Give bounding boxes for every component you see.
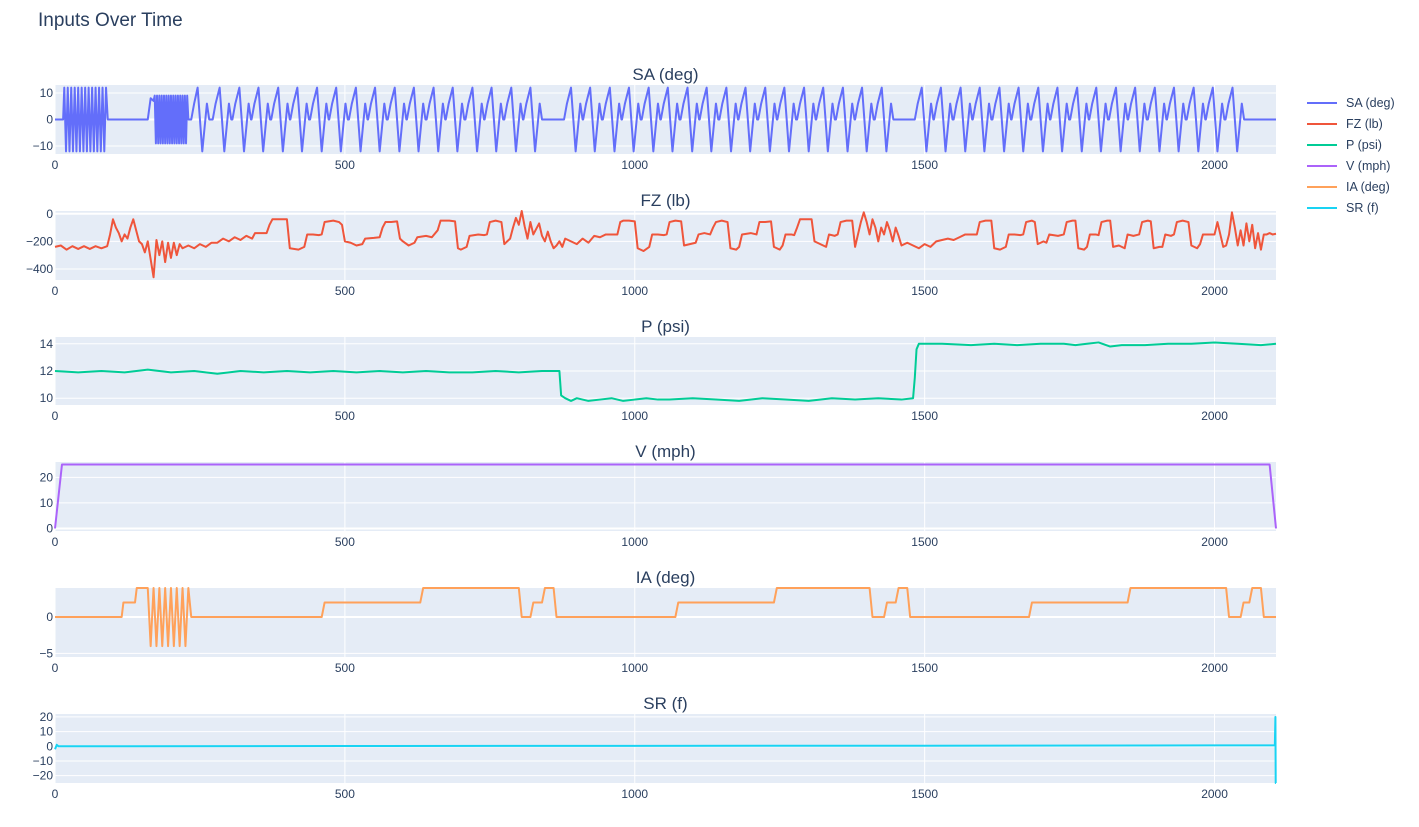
x-tick-label: 1000 [621, 787, 648, 801]
y-tick-label: 10 [40, 391, 54, 405]
series-line-p [54, 341, 1277, 402]
x-tick-label: 2000 [1201, 284, 1228, 298]
x-tick-label: 0 [52, 787, 59, 801]
legend-item-v[interactable]: V (mph) [1307, 159, 1390, 173]
legend-label: V (mph) [1346, 159, 1390, 173]
y-tick-label: 10 [40, 86, 54, 100]
subplot-v: 0 500 1000 1500 2000 0 10 20 V (mph) [40, 442, 1277, 549]
series-line-ia [55, 587, 1276, 648]
legend-label: SA (deg) [1346, 96, 1395, 110]
figure-title: Inputs Over Time [38, 10, 183, 31]
y-tick-label: 12 [40, 364, 54, 378]
x-tick-label: 1500 [911, 284, 938, 298]
x-tick-label: 2000 [1201, 787, 1228, 801]
subplot-title: FZ (lb) [640, 191, 690, 210]
subplot-title: P (psi) [641, 317, 690, 336]
legend-item-sa[interactable]: SA (deg) [1307, 96, 1395, 110]
subplot-p: 0 500 1000 1500 2000 10 12 14 P (psi) [40, 317, 1277, 423]
x-tick-label: 1500 [911, 535, 938, 549]
x-tick-label: 500 [335, 409, 355, 423]
legend: SA (deg) FZ (lb) P (psi) V (mph) IA (deg) SR … [1307, 96, 1395, 215]
y-tick-label: 20 [40, 710, 54, 724]
x-tick-label: 500 [335, 158, 355, 172]
legend-label: IA (deg) [1346, 180, 1390, 194]
legend-label: FZ (lb) [1346, 117, 1383, 131]
y-tick-label: 10 [40, 725, 54, 739]
x-tick-label: 500 [335, 284, 355, 298]
y-tick-label: 0 [46, 521, 53, 535]
x-tick-label: 500 [335, 661, 355, 675]
x-tick-label: 2000 [1201, 409, 1228, 423]
subplot-title: SA (deg) [632, 65, 698, 84]
y-tick-label: 0 [46, 739, 53, 753]
plot-background [55, 714, 1276, 783]
subplot-title: SR (f) [643, 694, 687, 713]
y-tick-label: −200 [26, 234, 53, 248]
y-tick-label: −10 [33, 139, 54, 153]
legend-item-p[interactable]: P (psi) [1307, 138, 1382, 152]
y-tick-label: −10 [33, 754, 54, 768]
x-tick-label: 1000 [621, 535, 648, 549]
series-line-v [54, 463, 1277, 529]
x-tick-label: 1000 [621, 661, 648, 675]
x-tick-label: 500 [335, 535, 355, 549]
x-tick-label: 2000 [1201, 535, 1228, 549]
subplot-sa: 0 500 1000 1500 2000 −10 0 10 SA (deg) [33, 65, 1276, 172]
x-tick-label: 1000 [621, 284, 648, 298]
series-line-sa [55, 86, 1276, 153]
x-tick-label: 0 [52, 158, 59, 172]
x-tick-label: 1000 [621, 158, 648, 172]
y-tick-label: −5 [39, 646, 53, 660]
legend-item-fz[interactable]: FZ (lb) [1307, 117, 1383, 131]
series-line-fz [54, 210, 1277, 279]
y-tick-label: 10 [40, 496, 54, 510]
y-tick-label: 20 [40, 470, 54, 484]
plot-background [55, 211, 1276, 280]
plot-background [55, 588, 1276, 657]
plot-background [55, 462, 1276, 531]
legend-label: P (psi) [1346, 138, 1382, 152]
x-tick-label: 0 [52, 284, 59, 298]
x-tick-label: 1500 [911, 661, 938, 675]
x-tick-label: 1000 [621, 409, 648, 423]
x-tick-label: 1500 [911, 787, 938, 801]
y-tick-label: 0 [46, 207, 53, 221]
legend-label: SR (f) [1346, 201, 1379, 215]
y-tick-label: −20 [33, 769, 54, 783]
subplot-fz: 0 500 1000 1500 2000 −400 −200 0 FZ (lb) [26, 191, 1277, 298]
series-line-sr [54, 715, 1277, 784]
x-tick-label: 1500 [911, 409, 938, 423]
x-tick-label: 1500 [911, 158, 938, 172]
y-tick-label: 0 [46, 113, 53, 127]
y-tick-label: 14 [40, 337, 54, 351]
x-tick-label: 0 [52, 661, 59, 675]
legend-item-ia[interactable]: IA (deg) [1307, 180, 1390, 194]
x-tick-label: 0 [52, 409, 59, 423]
x-tick-label: 2000 [1201, 661, 1228, 675]
x-tick-label: 2000 [1201, 158, 1228, 172]
x-tick-label: 0 [52, 535, 59, 549]
y-tick-label: 0 [46, 610, 53, 624]
y-tick-label: −400 [26, 262, 53, 276]
x-tick-label: 500 [335, 787, 355, 801]
subplot-title: V (mph) [635, 442, 695, 461]
legend-item-sr[interactable]: SR (f) [1307, 201, 1379, 215]
subplot-title: IA (deg) [636, 568, 696, 587]
